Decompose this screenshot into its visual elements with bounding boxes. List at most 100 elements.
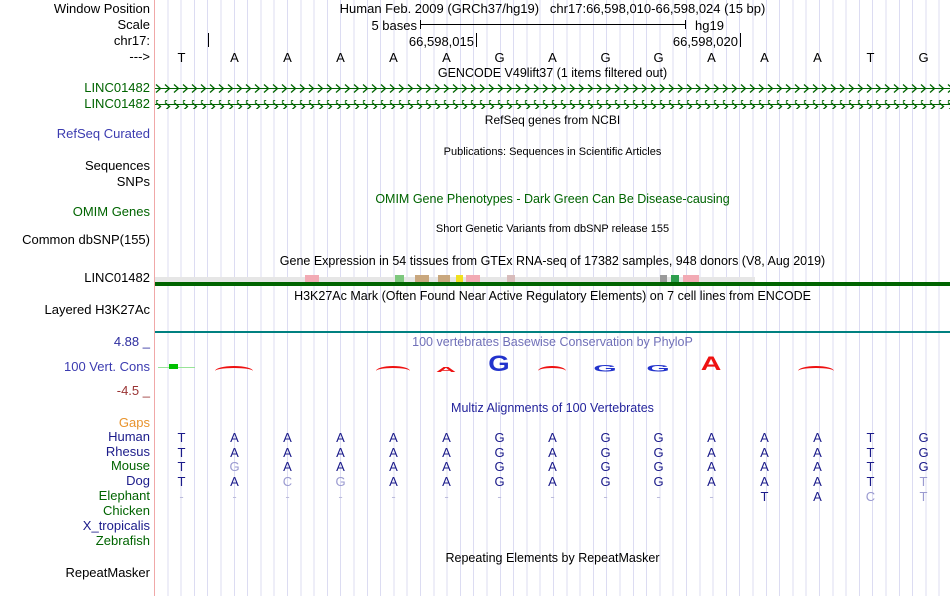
alignment-base: G [653, 430, 664, 445]
track-label[interactable]: 4.88 _ [113, 334, 150, 349]
species-label[interactable]: Chicken [103, 503, 150, 518]
sequence-base: A [548, 50, 557, 65]
track-label[interactable]: RefSeq Curated [56, 126, 150, 141]
track-label[interactable]: Scale [117, 17, 150, 32]
track-label[interactable]: -4.5 _ [116, 383, 150, 398]
alignment-base: G [653, 459, 664, 474]
alignment-base: A [760, 445, 769, 460]
track-title[interactable]: RefSeq genes from NCBI [484, 113, 621, 127]
ruler-tick-label: 66,598,020 [672, 34, 738, 49]
alignment-base: C [282, 474, 293, 489]
track-label[interactable]: Sequences [84, 158, 150, 173]
sequence-base: A [230, 50, 239, 65]
gtex-tissue-bar [395, 275, 404, 282]
multiz-species-row [155, 504, 950, 519]
h3k27ac-track-line[interactable] [155, 331, 950, 333]
species-label[interactable]: Rhesus [105, 444, 150, 459]
alignment-base: A [389, 459, 398, 474]
assembly-label: hg19 [695, 18, 724, 33]
conservation-glyph: G [488, 350, 510, 376]
conservation-glyph [376, 366, 410, 371]
track-label[interactable]: RepeatMasker [65, 565, 150, 580]
alignment-base: - [285, 489, 290, 504]
scale-bar-label: 5 bases [371, 18, 417, 33]
track-label[interactable]: 100 Vert. Cons [64, 359, 150, 374]
species-label[interactable]: Zebrafish [95, 533, 150, 548]
phylop-conservation-track[interactable]: A G G G A [155, 345, 950, 393]
gene-arrow-track[interactable] [155, 84, 950, 110]
track-label[interactable]: Layered H3K27Ac [44, 302, 150, 317]
alignment-base: G [600, 445, 611, 460]
species-label[interactable]: Elephant [98, 488, 150, 503]
species-label[interactable]: X_tropicalis [82, 518, 150, 533]
track-label[interactable]: Common dbSNP(155) [22, 232, 150, 247]
track-title[interactable]: Short Genetic Variants from dbSNP releas… [435, 223, 670, 235]
multiz-species-row: T A A A A A G [155, 445, 950, 460]
gtex-tissue-bar [305, 275, 319, 282]
track-label[interactable]: LINC01482 [84, 80, 150, 95]
alignment-base: G [653, 474, 664, 489]
track-title[interactable]: Repeating Elements by RepeatMasker [445, 551, 660, 565]
track-title[interactable]: Gene Expression in 54 tissues from GTEx … [279, 254, 826, 268]
species-label[interactable]: Human [108, 429, 150, 444]
conservation-glyph: G [646, 363, 670, 374]
alignment-base: G [600, 474, 611, 489]
alignment-base: - [338, 489, 343, 504]
track-title[interactable]: 100 vertebrates Basewise Conservation by… [412, 335, 693, 349]
track-label[interactable]: ---> [129, 49, 150, 64]
alignment-base: A [813, 474, 822, 489]
alignment-base: T [919, 489, 928, 504]
alignment-base: A [389, 474, 398, 489]
alignment-base: G [918, 430, 929, 445]
track-label[interactable]: OMIM Genes [72, 204, 150, 219]
species-label[interactable]: Mouse [110, 458, 150, 473]
alignment-base: A [336, 459, 345, 474]
track-title[interactable]: OMIM Gene Phenotypes - Dark Green Can Be… [375, 192, 730, 206]
gtex-tissue-bar [415, 275, 429, 282]
track-title[interactable]: Publications: Sequences in Scientific Ar… [443, 146, 662, 158]
alignment-base: T [919, 474, 928, 489]
track-label[interactable]: LINC01482 [84, 96, 150, 111]
gtex-gene-bar[interactable] [155, 282, 950, 286]
alignment-base: A [760, 430, 769, 445]
track-label[interactable]: chr17: [113, 33, 150, 48]
conservation-glyph [215, 366, 253, 371]
gtex-tissue-bar [671, 275, 679, 282]
alignment-base: A [230, 445, 239, 460]
track-title[interactable]: GENCODE V49lift37 (1 items filtered out) [437, 66, 668, 80]
species-label[interactable]: Dog [126, 473, 150, 488]
alignment-base: - [391, 489, 396, 504]
alignment-base: - [656, 489, 661, 504]
sequence-base: A [389, 50, 398, 65]
ruler-tick-label: 66,598,015 [408, 34, 474, 49]
alignment-base: A [813, 430, 822, 445]
alignment-base: A [813, 459, 822, 474]
alignment-base: A [548, 459, 557, 474]
ruler-tick [476, 33, 477, 47]
sequence-base: A [813, 50, 822, 65]
track-area[interactable]: Human Feb. 2009 (GRCh37/hg19) chr17:66,5… [154, 0, 950, 596]
track-label[interactable]: LINC01482 [84, 270, 150, 285]
multiz-species-row: T G A A A A G [155, 459, 950, 474]
reference-sequence-row: T A A A A A G A G G A A [155, 50, 950, 65]
gtex-expression-strip [155, 277, 755, 282]
gtex-tissue-bar [466, 275, 480, 282]
track-title[interactable]: H3K27Ac Mark (Often Found Near Active Re… [294, 289, 811, 303]
gtex-tissue-bar [456, 275, 463, 282]
alignment-base: A [442, 474, 451, 489]
alignment-base: A [442, 445, 451, 460]
track-title[interactable]: Multiz Alignments of 100 Vertebrates [451, 401, 654, 415]
alignment-base: A [813, 489, 822, 504]
alignment-base: A [548, 445, 557, 460]
alignment-base: A [230, 430, 239, 445]
track-label[interactable]: SNPs [116, 174, 150, 189]
sequence-base: G [494, 50, 505, 65]
track-label[interactable]: Window Position [53, 1, 150, 16]
scale-bar-line [420, 24, 686, 25]
alignment-base: A [283, 459, 292, 474]
species-label[interactable]: Gaps [118, 415, 150, 430]
multiz-species-row: - - - - - - - [155, 489, 950, 504]
alignment-base: A [548, 474, 557, 489]
alignment-base: A [813, 445, 822, 460]
sequence-base: G [653, 50, 664, 65]
